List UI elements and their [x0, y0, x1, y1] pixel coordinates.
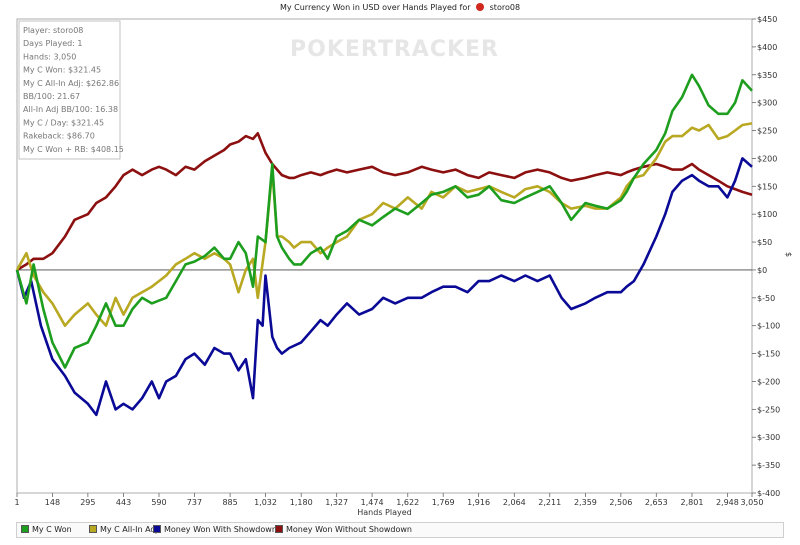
axes: $450 $400 $350 $300 $250 $200 $150 $100 $50 $0 $-5… — [14, 15, 793, 517]
x-tick-label: 295 — [80, 498, 95, 507]
x-tick-label: 1,032 — [254, 498, 277, 507]
pokerstars-logo-icon — [476, 2, 485, 11]
series-lines — [15, 73, 753, 417]
legend-label: My C All-In Adj — [100, 525, 158, 534]
series-line-my-c-all-in-adj — [15, 122, 753, 328]
x-axis-label: Hands Played — [357, 508, 411, 517]
stats-line: My C / Day: $321.45 — [23, 118, 104, 127]
y-tick-label: $0 — [757, 266, 767, 275]
series-line-money-won-without-showdown — [16, 132, 753, 272]
plot-frame — [16, 18, 753, 494]
y-tick-label: $250 — [757, 127, 777, 136]
stats-line: Player: storo08 — [23, 26, 83, 35]
x-tick-label: 148 — [45, 498, 60, 507]
y-tick-label: $-300 — [757, 433, 780, 442]
chart-title-player: storo08 — [489, 3, 521, 12]
stats-line: All-In Adj BB/100: 16.38 — [23, 105, 118, 114]
x-tick-label: 1,180 — [290, 498, 313, 507]
chart-title-text: My Currency Won in USD over Hands Played… — [279, 3, 471, 12]
x-tick-label: 2,653 — [645, 498, 668, 507]
x-tick-label: 2,801 — [681, 498, 704, 507]
watermark-text: POKERTRACKER — [290, 37, 499, 62]
chart-svg: POKERTRACKER $450$400$350$300$250$200$15… — [14, 15, 793, 517]
legend-item: My C All-In Adj — [89, 523, 158, 537]
legend-label: Money Won With Showdown — [164, 525, 277, 534]
series-line-my-c-won — [15, 73, 753, 369]
x-tick-label: 2,211 — [538, 498, 561, 507]
legend-swatch — [89, 524, 97, 533]
stats-line: Rakeback: $86.70 — [23, 132, 95, 141]
y-tick-label: $-200 — [757, 377, 780, 386]
y-axis-label: $ — [784, 252, 793, 257]
stats-box: Player: storo08 Days Played: 1 Hands: 3,05… — [18, 20, 124, 160]
y-tick-label: $-250 — [757, 405, 780, 414]
x-tick-label: 2,506 — [609, 498, 632, 507]
stats-line: Days Played: 1 — [23, 39, 83, 48]
stats-line: My C Won + RB: $408.15 — [23, 145, 124, 154]
stats-line: My C Won: $321.45 — [23, 66, 101, 75]
legend-swatch — [275, 524, 283, 533]
x-tick-label: 2,948 — [716, 498, 739, 507]
x-tick-label: 1,474 — [361, 498, 384, 507]
y-tick-label: $300 — [757, 99, 777, 108]
x-tick-label: 1,769 — [432, 498, 455, 507]
x-tick-label: 443 — [116, 498, 131, 507]
x-tick-label: 885 — [222, 498, 237, 507]
legend-swatch — [153, 524, 161, 533]
y-tick-label: $400 — [757, 43, 777, 52]
y-tick-label: $450 — [757, 15, 777, 24]
legend-item: Money Won With Showdown — [153, 523, 277, 537]
legend-item: My C Won — [21, 523, 72, 537]
y-tick-label: $350 — [757, 71, 777, 80]
x-tick-label: 1,916 — [467, 498, 490, 507]
y-tick-label: $-150 — [757, 350, 780, 359]
legend-label: Money Won Without Showdown — [286, 525, 412, 534]
stats-box-frame — [18, 20, 121, 160]
x-tick-label: 1,327 — [325, 498, 348, 507]
stats-line: BB/100: 21.67 — [23, 92, 80, 101]
y-tick-label: $-350 — [757, 461, 780, 470]
y-tick-label: $200 — [757, 154, 777, 163]
y-tick-label: $150 — [757, 182, 777, 191]
legend: My C Won My C All-In Adj Money Won With Sh… — [16, 522, 784, 538]
y-tick-label: $-400 — [757, 489, 780, 498]
legend-label: My C Won — [32, 525, 72, 534]
x-tick-label: 2,064 — [503, 498, 526, 507]
series-line-money-won-with-showdown — [15, 157, 753, 417]
stats-line: My C All-In Adj: $262.86 — [23, 79, 119, 88]
x-tick-label: 1,622 — [396, 498, 419, 507]
y-tick-label: $100 — [757, 210, 777, 219]
y-tick-label: $50 — [757, 238, 772, 247]
x-tick-label: 1 — [14, 498, 19, 507]
y-tick-label: $-50 — [757, 294, 775, 303]
legend-item: Money Won Without Showdown — [275, 523, 412, 537]
chart-title: My Currency Won in USD over Hands Played… — [0, 0, 800, 16]
x-tick-label: 737 — [187, 498, 202, 507]
x-tick-label: 590 — [151, 498, 166, 507]
legend-swatch — [21, 524, 29, 533]
y-tick-label: $-100 — [757, 322, 780, 331]
x-tick-label: 2,359 — [574, 498, 597, 507]
stats-line: Hands: 3,050 — [23, 52, 76, 61]
x-tick-label: 3,050 — [741, 498, 764, 507]
